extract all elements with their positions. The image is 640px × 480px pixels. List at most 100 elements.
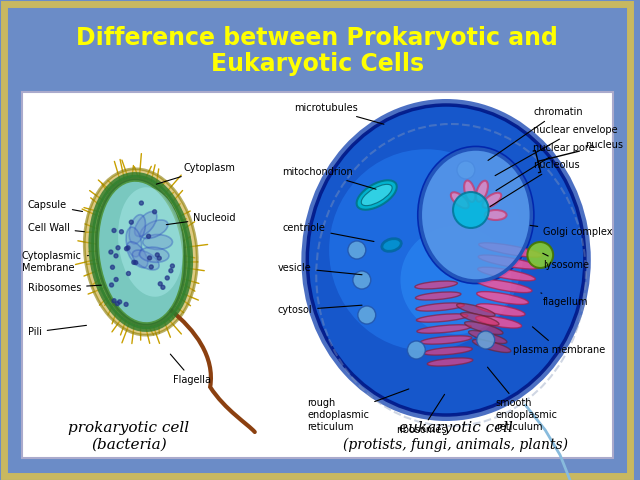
Text: flagellum: flagellum xyxy=(541,293,589,307)
Circle shape xyxy=(157,256,161,260)
Ellipse shape xyxy=(84,169,197,335)
Ellipse shape xyxy=(468,331,507,344)
Ellipse shape xyxy=(484,210,506,220)
Text: Eukaryotic Cells: Eukaryotic Cells xyxy=(211,52,424,76)
Circle shape xyxy=(453,192,489,228)
Ellipse shape xyxy=(329,149,524,351)
Ellipse shape xyxy=(476,304,525,316)
Circle shape xyxy=(109,283,113,287)
Text: microtubules: microtubules xyxy=(294,103,384,124)
Ellipse shape xyxy=(401,226,511,334)
Text: nucleolus: nucleolus xyxy=(490,160,580,206)
Ellipse shape xyxy=(465,322,503,335)
Text: prokaryotic cell: prokaryotic cell xyxy=(68,421,189,435)
Text: mitochondrion: mitochondrion xyxy=(282,167,376,189)
Ellipse shape xyxy=(457,303,495,316)
Text: Cell Wall: Cell Wall xyxy=(28,223,84,233)
Circle shape xyxy=(165,276,169,280)
Bar xyxy=(22,92,612,458)
Text: Pili: Pili xyxy=(28,325,86,337)
Ellipse shape xyxy=(361,184,392,205)
Circle shape xyxy=(112,299,116,303)
Ellipse shape xyxy=(416,303,465,311)
Circle shape xyxy=(127,272,131,276)
Ellipse shape xyxy=(415,292,461,300)
Circle shape xyxy=(114,277,118,281)
Circle shape xyxy=(124,302,128,306)
Text: nucleus: nucleus xyxy=(533,140,623,173)
Ellipse shape xyxy=(417,314,468,322)
Text: Nucleoid: Nucleoid xyxy=(166,213,236,225)
Ellipse shape xyxy=(140,220,168,239)
Circle shape xyxy=(152,210,157,214)
Ellipse shape xyxy=(99,182,182,322)
Circle shape xyxy=(161,285,165,289)
Ellipse shape xyxy=(96,179,186,325)
Ellipse shape xyxy=(477,279,532,293)
Ellipse shape xyxy=(127,242,148,268)
Circle shape xyxy=(158,282,162,286)
Ellipse shape xyxy=(477,267,535,281)
Text: Ribosomes: Ribosomes xyxy=(28,283,101,293)
Circle shape xyxy=(348,241,366,259)
Ellipse shape xyxy=(461,312,499,325)
Text: chromatin: chromatin xyxy=(488,107,583,160)
Ellipse shape xyxy=(424,347,472,355)
Circle shape xyxy=(118,300,122,304)
Circle shape xyxy=(170,264,174,268)
Circle shape xyxy=(129,220,133,224)
Ellipse shape xyxy=(477,292,529,304)
Text: Flagella: Flagella xyxy=(170,354,211,385)
Circle shape xyxy=(156,253,159,257)
Text: Golgi complex: Golgi complex xyxy=(530,226,612,237)
Circle shape xyxy=(148,256,152,260)
Circle shape xyxy=(112,228,116,232)
Circle shape xyxy=(140,201,143,205)
Text: smooth
endoplasmic
reticulum: smooth endoplasmic reticulum xyxy=(488,367,557,432)
Circle shape xyxy=(358,306,376,324)
Circle shape xyxy=(527,242,553,268)
Ellipse shape xyxy=(472,339,511,352)
Ellipse shape xyxy=(126,227,141,257)
Text: Capsule: Capsule xyxy=(28,200,83,212)
Ellipse shape xyxy=(91,175,190,329)
Ellipse shape xyxy=(464,180,476,202)
Text: Cytoplasm: Cytoplasm xyxy=(156,163,236,184)
Ellipse shape xyxy=(134,212,157,237)
Circle shape xyxy=(353,271,371,289)
Ellipse shape xyxy=(118,187,183,297)
Text: nuclear envelope: nuclear envelope xyxy=(495,125,618,176)
Text: plasma membrane: plasma membrane xyxy=(513,327,605,355)
Circle shape xyxy=(111,265,115,269)
Text: cytosol: cytosol xyxy=(278,305,362,315)
Ellipse shape xyxy=(479,243,542,257)
Text: rough
endoplasmic
reticulum: rough endoplasmic reticulum xyxy=(307,389,409,432)
Circle shape xyxy=(125,247,129,251)
Circle shape xyxy=(147,234,150,238)
Circle shape xyxy=(134,261,138,264)
Circle shape xyxy=(457,161,475,179)
Circle shape xyxy=(126,246,130,250)
Ellipse shape xyxy=(143,235,173,250)
Ellipse shape xyxy=(356,180,397,210)
Text: vesicle: vesicle xyxy=(278,263,362,275)
Circle shape xyxy=(132,260,136,264)
Ellipse shape xyxy=(129,215,145,244)
Circle shape xyxy=(149,265,153,269)
Ellipse shape xyxy=(132,250,159,270)
Ellipse shape xyxy=(476,181,488,202)
Ellipse shape xyxy=(476,316,522,328)
Text: (bacteria): (bacteria) xyxy=(91,438,167,452)
Ellipse shape xyxy=(382,239,401,252)
Ellipse shape xyxy=(419,147,533,283)
Ellipse shape xyxy=(421,150,531,280)
Circle shape xyxy=(115,301,120,306)
Text: lysosome: lysosome xyxy=(543,253,589,270)
Circle shape xyxy=(114,254,118,258)
Text: (protists, fungi, animals, plants): (protists, fungi, animals, plants) xyxy=(344,438,568,452)
Circle shape xyxy=(116,246,120,250)
Ellipse shape xyxy=(417,325,471,333)
Text: nuclear pore: nuclear pore xyxy=(496,143,595,191)
Ellipse shape xyxy=(420,336,472,344)
Ellipse shape xyxy=(483,193,501,208)
